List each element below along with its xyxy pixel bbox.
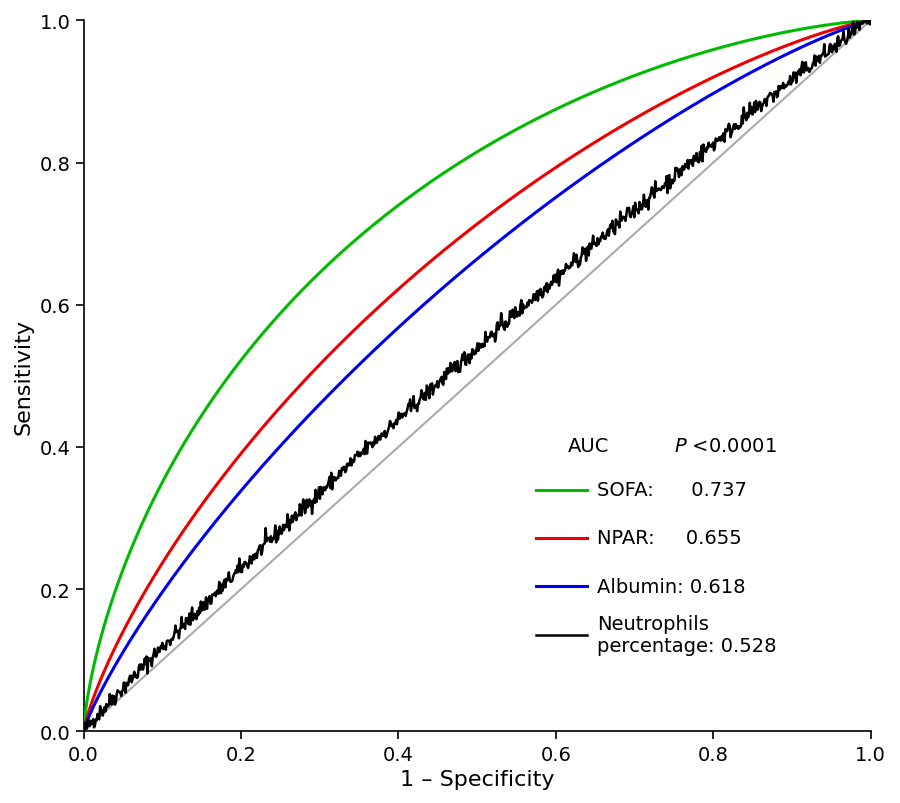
Text: SOFA:      0.737: SOFA: 0.737	[597, 480, 747, 499]
Text: NPAR:     0.655: NPAR: 0.655	[597, 529, 742, 548]
X-axis label: 1 – Specificity: 1 – Specificity	[400, 769, 554, 789]
Text: Neutrophils
percentage: 0.528: Neutrophils percentage: 0.528	[597, 614, 776, 655]
Text: $P$ <0.0001: $P$ <0.0001	[674, 437, 777, 456]
Y-axis label: Sensitivity: Sensitivity	[14, 319, 34, 434]
Text: Albumin: 0.618: Albumin: 0.618	[597, 577, 745, 596]
Text: AUC: AUC	[568, 437, 609, 456]
